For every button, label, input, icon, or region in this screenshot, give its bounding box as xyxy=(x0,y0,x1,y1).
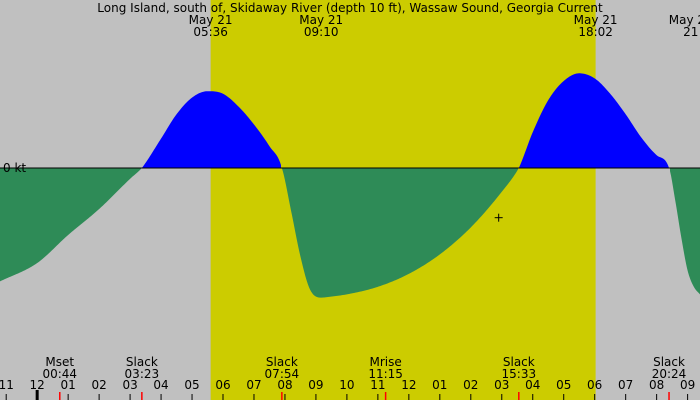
hour-ticks: 11 12 01 02 03 04 05 06 07 08 09 10 11 12 01 02 03 04 05 06… xyxy=(0,378,695,400)
hour-label-21: 08 xyxy=(649,378,664,392)
zero-label: 0 kt xyxy=(3,161,26,175)
hour-label-18: 05 xyxy=(556,378,571,392)
ebb-area-0 xyxy=(0,168,141,282)
hour-label-10: 09 xyxy=(308,378,323,392)
bottom-events: Mset00:44Slack03:23Slack07:54Mrise11:15S… xyxy=(42,355,686,400)
hour-label-1: 12 xyxy=(30,378,45,392)
bottom-event-time-0: 00:44 xyxy=(42,367,77,381)
top-event-time-1: 09:10 xyxy=(304,25,339,39)
hour-label-11: 10 xyxy=(339,378,354,392)
hour-label-14: 01 xyxy=(432,378,447,392)
hour-label-0: 11 xyxy=(0,378,14,392)
bottom-event-label-4: Slack xyxy=(503,355,535,369)
hour-label-2: 01 xyxy=(61,378,76,392)
hour-label-3: 02 xyxy=(91,378,106,392)
bottom-event-label-2: Slack xyxy=(266,355,298,369)
bottom-event-time-2: 07:54 xyxy=(265,367,300,381)
top-event-date-1: May 21 xyxy=(299,13,343,27)
ebb-area-4 xyxy=(670,168,700,295)
bottom-event-label-3: Mrise xyxy=(369,355,401,369)
top-event-date-2: May 21 xyxy=(574,13,618,27)
bottom-event-time-5: 20:24 xyxy=(652,367,687,381)
bottom-event-time-3: 11:15 xyxy=(368,367,403,381)
top-event-date-0: May 21 xyxy=(189,13,233,27)
hour-label-8: 07 xyxy=(246,378,261,392)
hour-label-19: 06 xyxy=(587,378,602,392)
hour-label-15: 02 xyxy=(463,378,478,392)
hour-label-16: 03 xyxy=(494,378,509,392)
bottom-event-time-4: 15:33 xyxy=(502,367,537,381)
hour-label-5: 04 xyxy=(153,378,168,392)
hour-label-17: 04 xyxy=(525,378,540,392)
top-event-time-0: 05:36 xyxy=(193,25,228,39)
hour-label-22: 09 xyxy=(680,378,695,392)
top-event-time-2: 18:02 xyxy=(578,25,613,39)
flood-area-3 xyxy=(519,73,669,168)
hour-label-7: 06 xyxy=(215,378,230,392)
bottom-event-label-5: Slack xyxy=(653,355,685,369)
current-areas xyxy=(0,73,700,298)
hour-label-9: 08 xyxy=(277,378,292,392)
current-time-marker xyxy=(494,213,503,222)
ebb-area-2 xyxy=(282,168,518,298)
chart-title: Long Island, south of, Skidaway River (d… xyxy=(97,1,603,15)
hour-label-4: 03 xyxy=(122,378,137,392)
top-event-time-3: 21 xyxy=(683,25,698,39)
hour-label-20: 07 xyxy=(618,378,633,392)
hour-label-13: 12 xyxy=(401,378,416,392)
bottom-event-label-1: Slack xyxy=(126,355,158,369)
bottom-event-time-1: 03:23 xyxy=(125,367,160,381)
flood-area-1 xyxy=(142,91,281,168)
hour-label-6: 05 xyxy=(184,378,199,392)
top-event-date-3: May 21 xyxy=(669,13,700,27)
hour-label-12: 11 xyxy=(370,378,385,392)
bottom-event-label-0: Mset xyxy=(45,355,74,369)
